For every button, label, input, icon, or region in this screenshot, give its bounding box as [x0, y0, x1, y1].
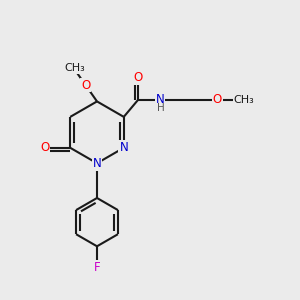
Text: O: O	[133, 71, 142, 84]
Text: O: O	[40, 141, 49, 154]
Text: H: H	[157, 103, 164, 113]
Text: N: N	[93, 157, 101, 170]
Text: CH₃: CH₃	[64, 63, 85, 73]
Text: F: F	[94, 261, 100, 274]
Text: O: O	[81, 79, 90, 92]
Text: O: O	[213, 94, 222, 106]
Text: CH₃: CH₃	[234, 95, 254, 105]
Text: N: N	[119, 141, 128, 154]
Text: N: N	[156, 94, 164, 106]
